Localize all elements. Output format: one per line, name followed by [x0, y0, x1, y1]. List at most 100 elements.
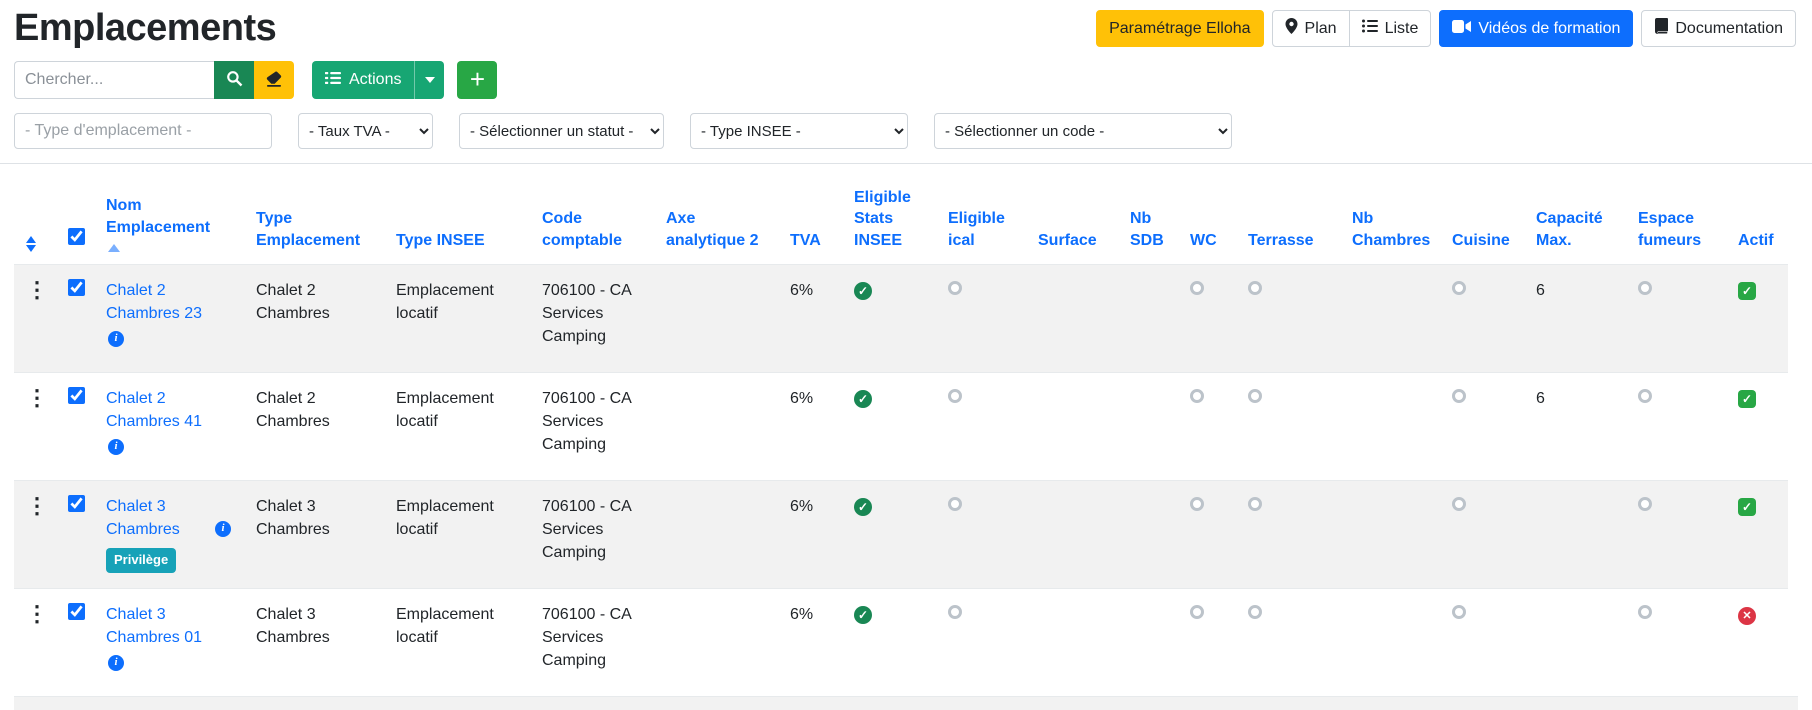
col-header-nb-chambres[interactable]: Nb Chambres [1352, 210, 1431, 249]
list-icon [1361, 19, 1378, 38]
cell-nom: Chalet 2 Chambres 41 i [98, 372, 248, 480]
col-header-eligible-ical[interactable]: Eligible ical [948, 210, 1005, 249]
row-menu-kebab-icon[interactable]: ⋮ [26, 492, 48, 518]
cell-surface [1030, 264, 1122, 372]
espace-fumeurs-circle-icon [1638, 280, 1652, 295]
col-header-eligible-stats[interactable]: Eligible Stats INSEE [854, 188, 911, 249]
search-input[interactable] [14, 61, 214, 99]
col-header-espace-fumeurs[interactable]: Espace fumeurs [1638, 210, 1702, 249]
cell-code-comptable: 706100 - CA Services Camping [542, 497, 631, 561]
videos-formation-button[interactable]: Vidéos de formation [1439, 10, 1634, 47]
cell-type-emplacement: Chalet 3 Chambres [256, 497, 330, 538]
eraser-icon [266, 71, 282, 90]
actif-status-icon[interactable] [1738, 607, 1756, 626]
documentation-label: Documentation [1675, 19, 1783, 37]
row-checkbox[interactable] [68, 278, 85, 296]
row-menu-kebab-icon[interactable]: ⋮ [26, 276, 48, 302]
row-menu-kebab-icon[interactable]: ⋮ [26, 384, 48, 410]
cell-nb-chambres [1344, 588, 1444, 696]
eligible-stats-check-icon [854, 390, 872, 409]
cell-type-emplacement: Chalet 2 Chambres [256, 389, 330, 430]
info-icon[interactable]: i [108, 330, 124, 347]
row-checkbox[interactable] [68, 602, 85, 620]
type-insee-select[interactable]: - Type INSEE - [690, 113, 908, 149]
plan-button[interactable]: Plan [1271, 10, 1350, 47]
select-all-checkbox[interactable] [68, 227, 85, 245]
eligible-ical-circle-icon [948, 388, 962, 403]
cell-eligible-ical [940, 480, 1030, 588]
cell-actif [1730, 264, 1788, 372]
wc-circle-icon [1190, 280, 1204, 295]
col-header-cuisine[interactable]: Cuisine [1452, 231, 1510, 249]
cell-eligible-stats [846, 264, 940, 372]
cell-eligible-stats [846, 480, 940, 588]
col-header-nom-label: Nom Emplacement [106, 197, 211, 236]
eligible-ical-circle-icon [948, 496, 962, 511]
col-header-surface[interactable]: Surface [1038, 231, 1097, 249]
table-row: ⋮ Chalet 3 Chambres i Privilège Chalet 3 … [14, 480, 1788, 588]
cell-axe-analytique [658, 372, 782, 480]
add-emplacement-button[interactable]: + [457, 61, 498, 99]
cell-wc [1182, 588, 1240, 696]
actif-status-icon[interactable] [1738, 390, 1756, 409]
cell-espace-fumeurs [1630, 588, 1730, 696]
col-header-axe-analytique[interactable]: Axe analytique 2 [666, 210, 759, 249]
eligible-stats-check-icon [854, 498, 872, 517]
col-header-terrasse[interactable]: Terrasse [1248, 231, 1314, 249]
sort-toggle-icon[interactable] [26, 235, 36, 252]
emplacement-name-link[interactable]: Chalet 3 Chambres 01 [106, 605, 203, 646]
clear-search-button[interactable] [254, 61, 294, 99]
list-check-icon [325, 71, 341, 90]
cell-code-comptable: 706100 - CA Services Camping [542, 605, 631, 669]
cell-nb-sdb [1122, 480, 1182, 588]
col-header-nb-sdb[interactable]: Nb SDB [1130, 210, 1164, 249]
statut-select[interactable]: - Sélectionner un statut - [459, 113, 664, 149]
wc-circle-icon [1190, 388, 1204, 403]
info-icon[interactable]: i [215, 521, 231, 538]
next-row-partial [14, 696, 1798, 710]
col-header-code-comptable[interactable]: Code comptable [542, 210, 623, 249]
plus-icon: + [469, 63, 486, 94]
col-header-nom-emplacement[interactable]: Nom Emplacement [98, 164, 248, 264]
liste-button[interactable]: Liste [1348, 10, 1432, 47]
row-checkbox[interactable] [68, 386, 85, 404]
cell-axe-analytique [658, 264, 782, 372]
cell-surface [1030, 588, 1122, 696]
code-select[interactable]: - Sélectionner un code - [934, 113, 1232, 149]
cell-nb-sdb [1122, 264, 1182, 372]
emplacement-name-link[interactable]: Chalet 2 Chambres 23 [106, 281, 203, 322]
search-button[interactable] [214, 61, 254, 99]
type-emplacement-filter-input[interactable] [14, 113, 272, 149]
col-header-type-insee[interactable]: Type INSEE [396, 231, 485, 249]
row-menu-kebab-icon[interactable]: ⋮ [26, 600, 48, 626]
cell-capacite-max [1528, 588, 1630, 696]
map-pin-icon [1285, 18, 1298, 39]
wc-circle-icon [1190, 496, 1204, 511]
cell-cuisine [1444, 588, 1528, 696]
info-icon[interactable]: i [108, 438, 124, 455]
cell-actif [1730, 372, 1788, 480]
terrasse-circle-icon [1248, 604, 1262, 619]
cuisine-circle-icon [1452, 604, 1466, 619]
videos-formation-label: Vidéos de formation [1478, 19, 1621, 37]
cell-wc [1182, 372, 1240, 480]
emplacement-name-link[interactable]: Chalet 2 Chambres 41 [106, 389, 203, 430]
actif-status-icon[interactable] [1738, 282, 1756, 301]
cell-type-insee: Emplacement locatif [396, 497, 494, 538]
info-icon[interactable]: i [108, 654, 124, 671]
actions-dropdown-toggle[interactable] [414, 61, 445, 99]
actif-status-icon[interactable] [1738, 498, 1756, 517]
taux-tva-select[interactable]: - Taux TVA - [298, 113, 433, 149]
col-header-type-emplacement[interactable]: Type Emplacement [256, 210, 361, 249]
col-header-capacite-max[interactable]: Capacité Max. [1536, 210, 1603, 249]
row-checkbox[interactable] [68, 494, 85, 512]
page-title: Emplacements [14, 7, 277, 49]
documentation-button[interactable]: Documentation [1641, 10, 1796, 47]
actions-button[interactable]: Actions [312, 61, 415, 99]
col-header-tva[interactable]: TVA [790, 231, 821, 249]
privilege-badge: Privilège [106, 547, 177, 573]
col-header-wc[interactable]: WC [1190, 231, 1217, 249]
emplacement-name-link[interactable]: Chalet 3 Chambres [106, 497, 180, 538]
col-header-actif[interactable]: Actif [1738, 231, 1774, 249]
parametrage-elloha-button[interactable]: Paramétrage Elloha [1096, 10, 1264, 47]
